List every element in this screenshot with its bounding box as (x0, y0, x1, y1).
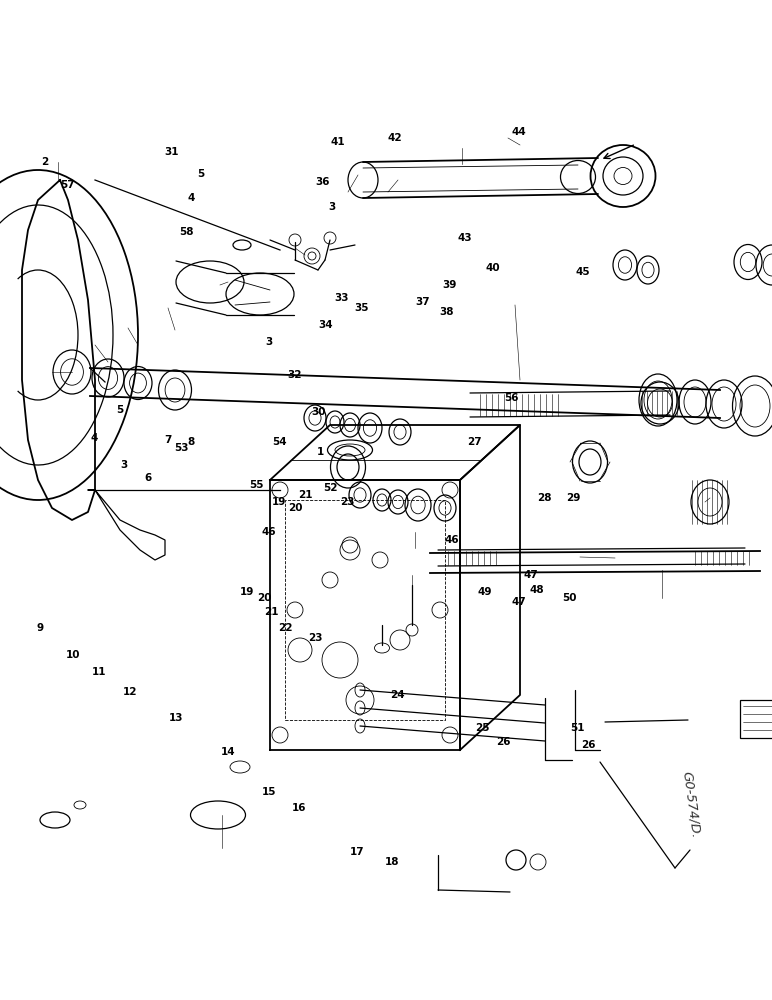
Text: 11: 11 (92, 667, 106, 677)
Text: 5: 5 (197, 169, 205, 179)
Text: 50: 50 (563, 593, 577, 603)
Text: 19: 19 (240, 587, 254, 597)
Text: 47: 47 (523, 570, 539, 580)
Text: 7: 7 (164, 435, 172, 445)
Text: 21: 21 (265, 607, 279, 617)
Text: 57: 57 (61, 180, 75, 190)
Text: 32: 32 (288, 370, 302, 380)
Text: 40: 40 (486, 263, 499, 273)
Text: 53: 53 (174, 443, 188, 453)
Text: 3: 3 (328, 202, 336, 212)
Text: 28: 28 (537, 493, 551, 503)
Circle shape (308, 252, 316, 260)
Text: 21: 21 (298, 490, 312, 500)
Text: 43: 43 (458, 233, 472, 243)
Text: 41: 41 (331, 137, 345, 147)
Text: 45: 45 (576, 267, 590, 277)
Text: 18: 18 (385, 857, 399, 867)
Text: 20: 20 (288, 503, 302, 513)
Text: 5: 5 (116, 405, 124, 415)
Text: 42: 42 (388, 133, 402, 143)
Text: 6: 6 (144, 473, 152, 483)
Text: 34: 34 (319, 320, 333, 330)
Text: 23: 23 (340, 497, 354, 507)
Text: 13: 13 (169, 713, 183, 723)
Text: 44: 44 (511, 127, 527, 137)
Ellipse shape (233, 240, 251, 250)
Text: 4: 4 (90, 433, 98, 443)
Text: 3: 3 (120, 460, 127, 470)
Text: 46: 46 (262, 527, 276, 537)
Text: 33: 33 (334, 293, 348, 303)
Text: 10: 10 (66, 650, 80, 660)
Text: 37: 37 (416, 297, 430, 307)
Text: 52: 52 (323, 483, 337, 493)
Text: 2: 2 (41, 157, 49, 167)
Text: 8: 8 (188, 437, 195, 447)
Text: 29: 29 (566, 493, 580, 503)
Text: 20: 20 (257, 593, 271, 603)
Text: 25: 25 (476, 723, 489, 733)
Text: 1: 1 (317, 447, 324, 457)
Text: 12: 12 (123, 687, 137, 697)
Text: 22: 22 (279, 623, 293, 633)
Text: 54: 54 (273, 437, 286, 447)
Text: 3: 3 (265, 337, 273, 347)
Text: 47: 47 (511, 597, 527, 607)
Text: 14: 14 (221, 747, 235, 757)
Text: 38: 38 (439, 307, 453, 317)
Text: 46: 46 (445, 535, 459, 545)
Text: 19: 19 (273, 497, 286, 507)
Text: 55: 55 (249, 480, 263, 490)
Text: 31: 31 (164, 147, 178, 157)
Text: 24: 24 (391, 690, 405, 700)
Text: 26: 26 (581, 740, 595, 750)
Bar (740, 700, 772, 738)
Text: 35: 35 (354, 303, 368, 313)
Text: 15: 15 (262, 787, 276, 797)
Text: 36: 36 (316, 177, 330, 187)
Text: 23: 23 (308, 633, 322, 643)
Text: 26: 26 (496, 737, 510, 747)
Text: 27: 27 (468, 437, 482, 447)
Text: 51: 51 (571, 723, 584, 733)
Text: 39: 39 (442, 280, 456, 290)
Text: 17: 17 (350, 847, 364, 857)
Text: 30: 30 (311, 407, 325, 417)
Text: 48: 48 (530, 585, 543, 595)
Text: G0-574/D.: G0-574/D. (680, 771, 702, 839)
Text: 58: 58 (180, 227, 194, 237)
Text: 4: 4 (188, 193, 195, 203)
Text: 49: 49 (478, 587, 492, 597)
Text: 56: 56 (504, 393, 518, 403)
Text: 16: 16 (293, 803, 306, 813)
Text: 9: 9 (36, 623, 44, 633)
